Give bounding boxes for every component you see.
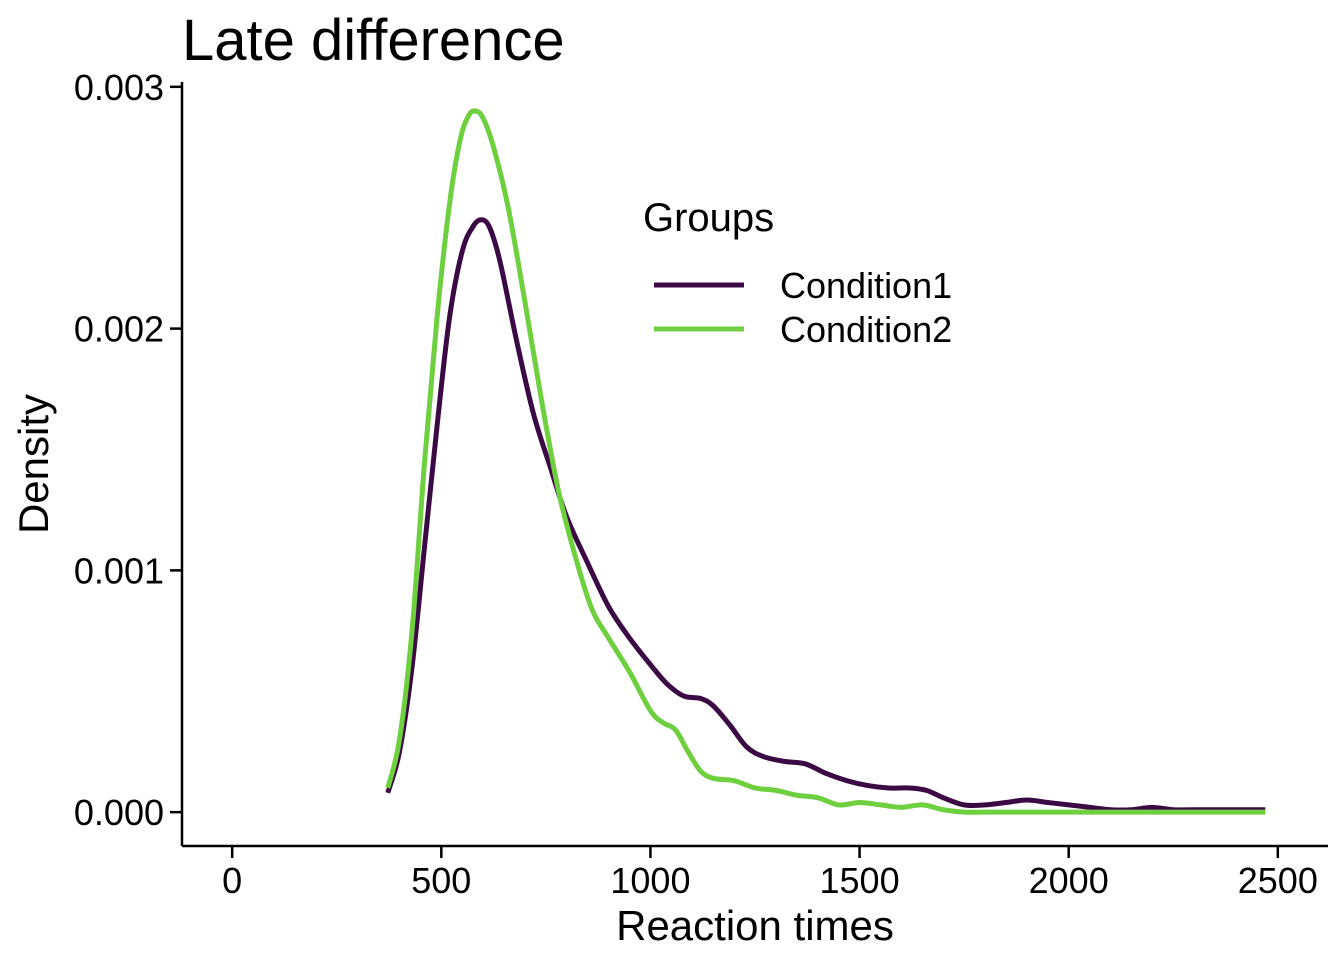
chart-title: Late difference xyxy=(182,8,565,73)
series-layer xyxy=(385,108,1266,815)
y-tick-label: 0.003 xyxy=(74,67,164,108)
series-line-condition1 xyxy=(385,217,1266,813)
y-tick-label: 0.001 xyxy=(74,550,164,591)
x-axis-title: Reaction times xyxy=(616,902,894,949)
x-tick-label: 2000 xyxy=(1029,860,1109,901)
x-tick-label: 2500 xyxy=(1238,860,1318,901)
y-tick-label: 0.002 xyxy=(74,309,164,350)
legend-title: Groups xyxy=(643,196,774,240)
legend: Groups Condition1 Condition2 xyxy=(643,196,952,350)
x-tick-label: 1500 xyxy=(820,860,900,901)
y-tick-label: 0.000 xyxy=(74,792,164,833)
series-line-condition2 xyxy=(385,108,1266,815)
plot-area: 0 500 1000 1500 2000 2500 0.0000.0010.0020.00… xyxy=(74,67,1328,901)
y-axis-title: Density xyxy=(10,394,57,534)
x-tick-label: 500 xyxy=(411,860,471,901)
legend-label-condition2: Condition2 xyxy=(780,309,952,350)
legend-label-condition1: Condition1 xyxy=(780,265,952,306)
x-tick-label: 1000 xyxy=(610,860,690,901)
x-ticks: 0 500 1000 1500 2000 2500 xyxy=(222,846,1318,901)
x-tick-label: 0 xyxy=(222,860,242,901)
y-ticks: 0.000 0.001 0.002 0.003 xyxy=(74,67,182,833)
